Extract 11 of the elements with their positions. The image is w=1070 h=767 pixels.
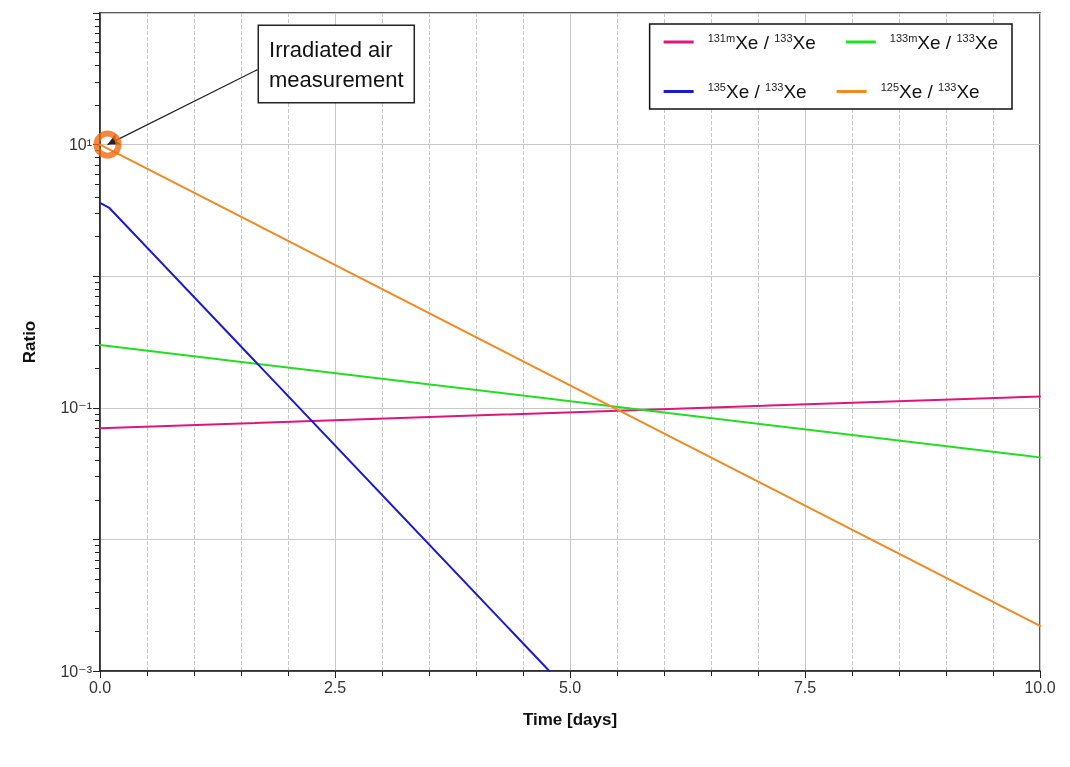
annotation: Irradiated air measurement bbox=[269, 36, 404, 92]
y-tick-label: 10⁻¹ bbox=[60, 399, 92, 417]
x-axis-title: Time [days] bbox=[522, 710, 618, 729]
x-tick-label: 7.5 bbox=[793, 678, 817, 696]
x-tick-label: 10.0 bbox=[1024, 678, 1056, 696]
y-tick-label: 10⁻³ bbox=[60, 662, 93, 680]
x-tick-label: 2.5 bbox=[323, 678, 347, 696]
x-tick-label: 0.0 bbox=[88, 678, 112, 696]
x-tick-label: 5.0 bbox=[558, 678, 582, 696]
y-tick-label: 10¹ bbox=[68, 136, 92, 154]
y-axis-title: Ratio bbox=[20, 320, 39, 364]
